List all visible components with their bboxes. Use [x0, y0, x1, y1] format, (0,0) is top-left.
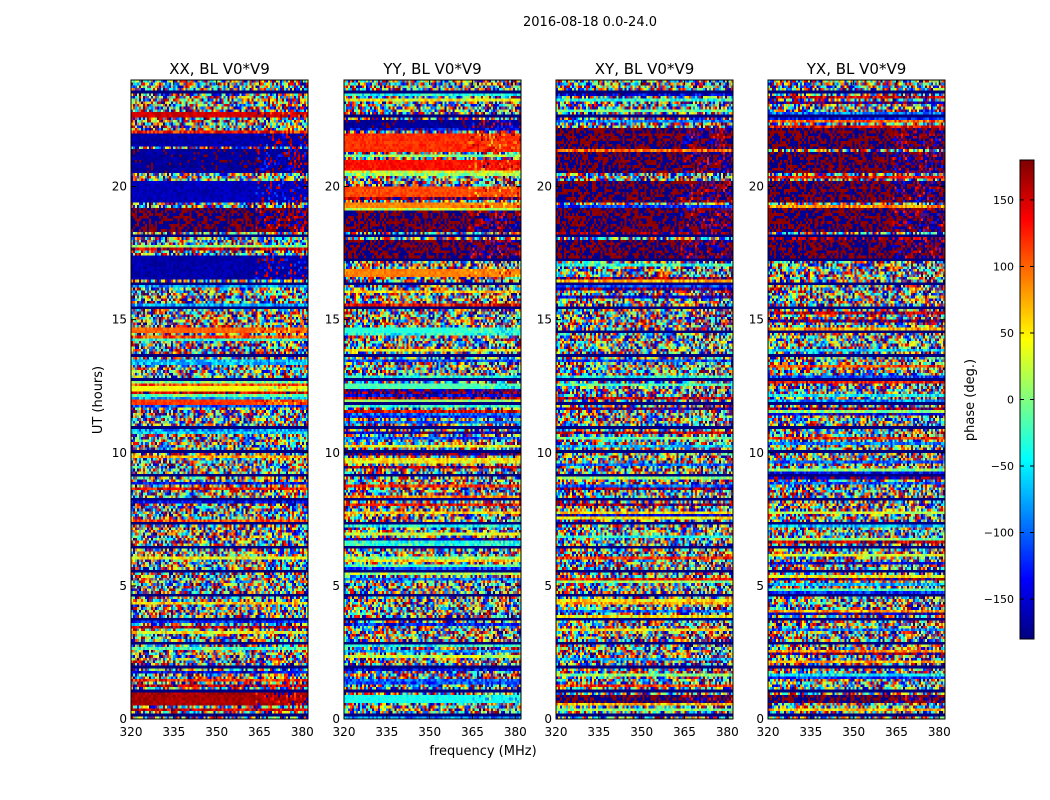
- x-tick-label: 365: [673, 725, 696, 739]
- y-tick-label: 20: [112, 180, 127, 194]
- axes-frame: [130, 79, 309, 720]
- heatmap-image: [131, 80, 308, 719]
- y-tick-label: 15: [749, 313, 764, 327]
- y-tick-label: 10: [325, 446, 340, 460]
- y-tick-label: 0: [756, 712, 764, 726]
- colorbar-tick-label: −150: [984, 593, 1014, 606]
- x-tick-label: 380: [716, 725, 739, 739]
- x-tick-label: 380: [504, 725, 527, 739]
- x-tick-label: 320: [333, 725, 356, 739]
- y-tick-label: 5: [119, 579, 127, 593]
- figure-suptitle: 2016-08-18 0.0-24.0: [523, 15, 657, 30]
- y-tick-label: 10: [112, 446, 127, 460]
- x-tick-label: 335: [799, 725, 822, 739]
- x-tick-label: 320: [545, 725, 568, 739]
- colorbar: 150 100 50 0 −50 −100 −150: [984, 159, 1035, 640]
- x-tick-label: 350: [842, 725, 865, 739]
- y-tick-label: 5: [544, 579, 552, 593]
- panel-title: YY, BL V0*V9: [382, 60, 481, 78]
- panel-title: XX, BL V0*V9: [169, 60, 270, 78]
- x-tick-label: 350: [205, 725, 228, 739]
- panel-3: YX, BL V0*V9 320 335 350 365 380 0 5 10 15 20: [749, 60, 951, 739]
- panel-0: XX, BL V0*V9 320 335 350 365 380 0 5 10 15 20: [112, 60, 314, 739]
- heatmap-image: [768, 80, 945, 719]
- x-tick-label: 350: [418, 725, 441, 739]
- heatmap-image: [556, 80, 733, 719]
- panel-title: XY, BL V0*V9: [595, 60, 695, 78]
- y-tick-label: 20: [537, 180, 552, 194]
- y-axis-label: UT (hours): [91, 366, 106, 434]
- y-tick-label: 0: [119, 712, 127, 726]
- axes-frame: [767, 79, 946, 720]
- x-axis-label: frequency (MHz): [429, 744, 536, 759]
- y-tick-label: 20: [325, 180, 340, 194]
- y-tick-label: 20: [749, 180, 764, 194]
- colorbar-tick-label: −50: [991, 460, 1014, 473]
- axes-frame: [555, 79, 734, 720]
- y-tick-label: 10: [749, 446, 764, 460]
- y-tick-label: 10: [537, 446, 552, 460]
- colorbar-tick-label: 0: [1007, 394, 1014, 407]
- x-tick-label: 335: [375, 725, 398, 739]
- colorbar-label: phase (deg.): [963, 359, 978, 441]
- axes-frame: [343, 79, 522, 720]
- heatmap-image: [344, 80, 521, 719]
- y-tick-label: 5: [756, 579, 764, 593]
- x-tick-label: 365: [461, 725, 484, 739]
- y-tick-label: 5: [332, 579, 340, 593]
- x-tick-label: 380: [291, 725, 314, 739]
- x-tick-label: 335: [162, 725, 185, 739]
- x-tick-label: 365: [885, 725, 908, 739]
- panel-2: XY, BL V0*V9 320 335 350 365 380 0 5 10 15 20: [537, 60, 739, 739]
- y-tick-label: 0: [332, 712, 340, 726]
- y-tick-label: 15: [325, 313, 340, 327]
- y-tick-label: 15: [537, 313, 552, 327]
- x-tick-label: 320: [120, 725, 143, 739]
- colorbar-tick-label: 100: [993, 260, 1014, 273]
- y-tick-label: 0: [544, 712, 552, 726]
- x-tick-label: 365: [248, 725, 271, 739]
- x-tick-label: 320: [757, 725, 780, 739]
- x-tick-label: 350: [630, 725, 653, 739]
- colorbar-tick-label: −100: [984, 527, 1014, 540]
- colorbar-tick-label: 150: [993, 194, 1014, 207]
- panel-1: YY, BL V0*V9 320 335 350 365 380 0 5 10 15 20: [325, 60, 527, 739]
- y-tick-label: 15: [112, 313, 127, 327]
- colorbar-tick-label: 50: [1000, 327, 1014, 340]
- panel-title: YX, BL V0*V9: [806, 60, 907, 78]
- x-tick-label: 335: [587, 725, 610, 739]
- x-tick-label: 380: [928, 725, 951, 739]
